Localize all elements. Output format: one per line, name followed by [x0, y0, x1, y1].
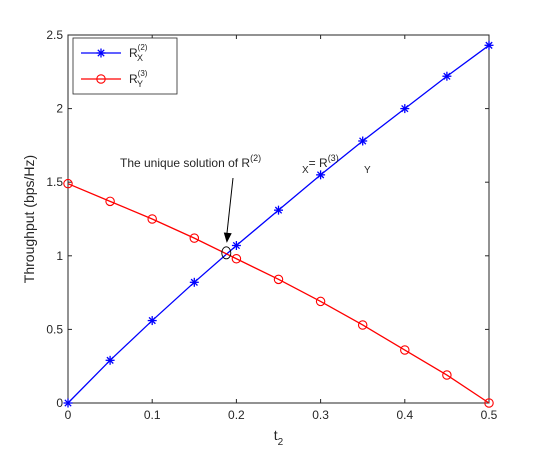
legend-entry-ry: R(3) Y: [81, 69, 148, 89]
annotation-arrow: [226, 177, 234, 235]
legend-entry-rx-sup: (2): [138, 43, 148, 52]
annotation-arrowhead: [223, 232, 232, 243]
annotation-sub-1: X: [302, 165, 309, 176]
series-ry-line: [67, 183, 490, 404]
series-ry-point: [484, 398, 494, 408]
series-rx-point: [189, 277, 199, 287]
series-rx-point-d2: [485, 41, 493, 49]
legend-entry-rx-marker: [96, 48, 106, 58]
series-ry-point: [273, 274, 284, 285]
series-ry-point: [315, 296, 326, 307]
legend-entry-rx-label: R(2) X: [129, 43, 148, 63]
x-axis-label: t2: [274, 427, 284, 448]
series-ry-point: [189, 233, 200, 243]
series-ry-point: [357, 320, 368, 330]
series-rx-point: [442, 71, 452, 81]
legend-entry-rx-sub: X: [137, 53, 143, 63]
legend: R(2) XR(3) Y: [72, 37, 178, 95]
legend-entry-rx-name: R: [129, 46, 138, 60]
series-ry-point: [105, 196, 115, 207]
series-ry-point: [147, 214, 157, 224]
series-rx-point-d2: [148, 316, 156, 325]
x-tick-label: 0.5: [481, 408, 498, 422]
y-tick-label: 1.5: [46, 175, 63, 189]
y-axis-label: Throughput (bps/Hz): [21, 155, 37, 283]
series-rx-point: [316, 170, 326, 180]
annotation-sup-1: (2): [250, 153, 261, 163]
series-rx-point: [484, 40, 494, 50]
series-rx-point-d2: [274, 206, 283, 214]
series-rx-point-d2: [443, 72, 451, 80]
y-tick-label: 2: [56, 102, 63, 116]
series-ry-point: [231, 253, 242, 264]
legend-entry-ry-sub: Y: [137, 79, 143, 89]
annotation-prefix: The unique solution of R: [120, 156, 250, 170]
series-rx-point-d2: [106, 356, 114, 364]
axis-ticks: 0 0.1 0.2 0.3 0.4 0.5 0 0.5 1 1.5 2 2.5: [46, 28, 497, 422]
legend-entry-ry-marker: [96, 74, 106, 84]
x-tick-label: 0.1: [144, 408, 161, 422]
legend-entry-ry-sup: (3): [138, 69, 148, 78]
x-axis-label-sub: 2: [278, 437, 284, 448]
x-tick-label: 0.3: [312, 408, 329, 422]
series-rx-point: [400, 104, 410, 114]
y-tick-label: 1: [56, 249, 63, 263]
series-layer: [63, 40, 494, 408]
plot-area: [67, 34, 490, 404]
x-tick-label: 0.4: [396, 408, 413, 422]
x-tick-label: 0: [65, 408, 72, 422]
series-rx-point-d2: [232, 241, 241, 250]
legend-entry-ry-name: R: [129, 72, 138, 86]
series-rx-point-d2: [359, 137, 367, 145]
series-rx-point: [358, 136, 368, 146]
series-ry-point: [63, 178, 73, 189]
y-tick-label: 0.5: [46, 322, 63, 336]
series-rx-point-d2: [401, 104, 409, 113]
legend-entry-ry-label: R(3) Y: [129, 69, 148, 89]
legend-entry-rx-marker-d2: [97, 49, 105, 57]
x-tick-label: 0.2: [228, 408, 245, 422]
annotation-sub-2: Y: [364, 165, 371, 176]
y-tick-label: 2.5: [46, 28, 63, 42]
series-rx-point: [231, 240, 241, 250]
series-rx-point: [147, 316, 157, 326]
annotation-text: The unique solution of R(2) X= R(3) Y: [120, 153, 371, 176]
series-rx-point: [63, 398, 73, 408]
x-axis-label-main: t: [274, 427, 278, 443]
annotation-mid: = R: [309, 156, 328, 170]
annotation-sup-2: (3): [328, 153, 339, 163]
y-tick-label: 0: [56, 396, 63, 410]
series-ry-point: [400, 345, 410, 355]
annotation-ellipse: [221, 246, 232, 260]
series-rx-point: [274, 205, 283, 215]
series-rx-point-d2: [190, 278, 198, 286]
series-ry-point: [442, 370, 452, 380]
series-rx-point: [105, 355, 115, 365]
series-rx-point-d2: [64, 399, 72, 407]
annotation: The unique solution of R(2) X= R(3) Y: [120, 153, 371, 260]
legend-box: [72, 37, 178, 95]
legend-entry-rx: R(2) X: [81, 43, 148, 63]
series-rx-point-d2: [316, 171, 325, 179]
